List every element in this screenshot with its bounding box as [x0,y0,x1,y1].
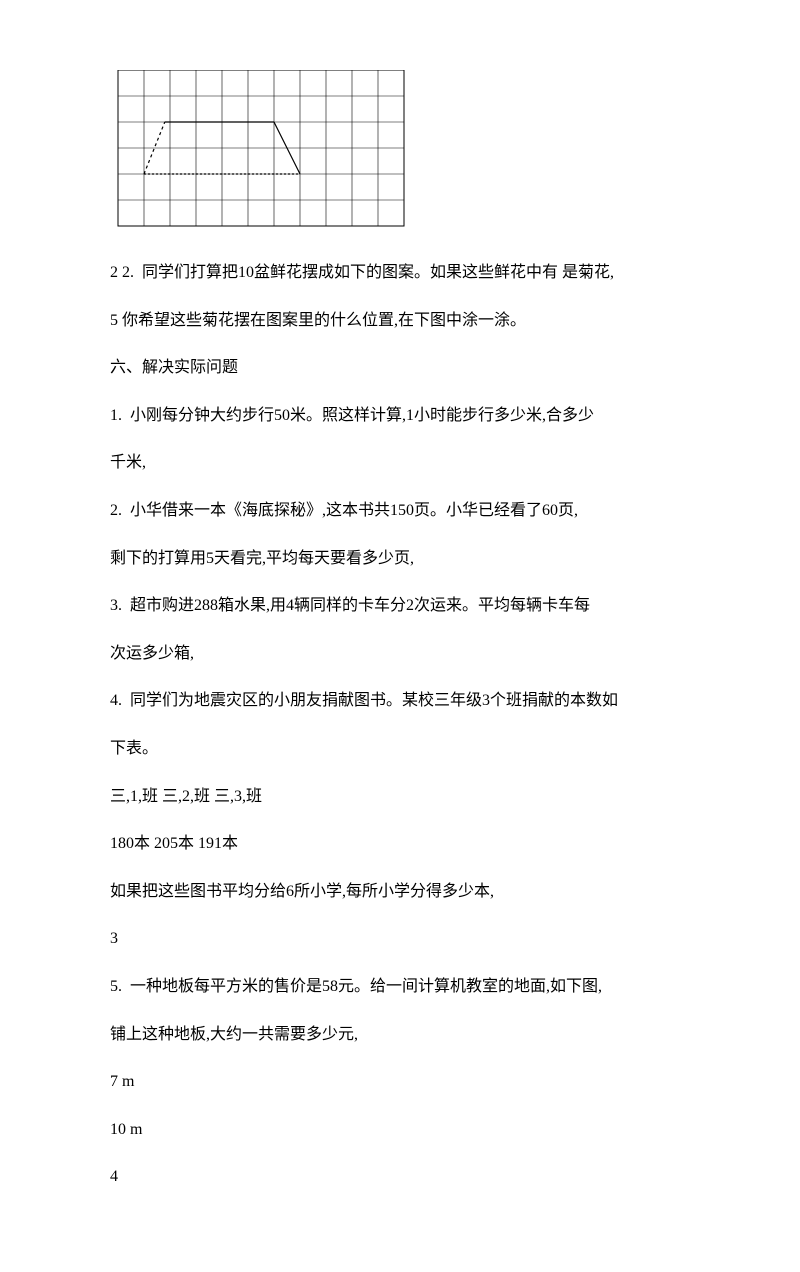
text-line: 4. 同学们为地震灾区的小朋友捐献图书。某校三年级3个班捐献的本数如 [110,688,690,714]
text-body: 2 2. 同学们打算把10盆鲜花摆成如下的图案。如果这些鲜花中有 是菊花, 5 你… [110,260,690,1190]
text-line: 3 [110,926,690,952]
text-line: 180本 205本 191本 [110,831,690,857]
text-line: 7 m [110,1069,690,1095]
text-line: 3. 超市购进288箱水果,用4辆同样的卡车分2次运来。平均每辆卡车每 [110,593,690,619]
grid-svg [110,70,412,227]
text-line: 5. 一种地板每平方米的售价是58元。给一间计算机教室的地面,如下图, [110,974,690,1000]
text-line: 铺上这种地板,大约一共需要多少元, [110,1022,690,1048]
text-line: 次运多少箱, [110,641,690,667]
grid-figure [110,70,690,232]
text-line: 5 你希望这些菊花摆在图案里的什么位置,在下图中涂一涂。 [110,308,690,334]
text-line: 2. 小华借来一本《海底探秘》,这本书共150页。小华已经看了60页, [110,498,690,524]
text-line: 1. 小刚每分钟大约步行50米。照这样计算,1小时能步行多少米,合多少 [110,403,690,429]
document-page: 2 2. 同学们打算把10盆鲜花摆成如下的图案。如果这些鲜花中有 是菊花, 5 你… [0,0,800,1272]
text-line: 剩下的打算用5天看完,平均每天要看多少页, [110,546,690,572]
text-line: 下表。 [110,736,690,762]
text-line: 4 [110,1164,690,1190]
text-line: 三,1,班 三,2,班 三,3,班 [110,784,690,810]
text-line: 如果把这些图书平均分给6所小学,每所小学分得多少本, [110,879,690,905]
text-line: 千米, [110,450,690,476]
text-line: 10 m [110,1117,690,1143]
text-line: 2 2. 同学们打算把10盆鲜花摆成如下的图案。如果这些鲜花中有 是菊花, [110,260,690,286]
text-line: 六、解决实际问题 [110,355,690,381]
